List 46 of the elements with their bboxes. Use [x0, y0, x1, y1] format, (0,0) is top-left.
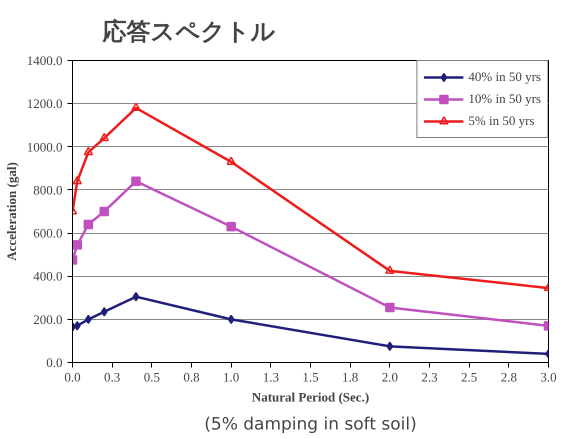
point: [84, 146, 94, 156]
point: [228, 314, 235, 324]
x-tick-label: 2.0: [382, 370, 398, 384]
point: [226, 222, 236, 232]
point: [385, 302, 395, 312]
point: [131, 102, 141, 112]
x-tick-label: 2.5: [461, 370, 478, 384]
y-tick-label: 1200.0: [26, 96, 62, 112]
point: [84, 220, 94, 230]
point: [99, 206, 109, 216]
x-tick-label: 0.8: [183, 370, 200, 384]
y-tick-label: 200.0: [33, 312, 62, 327]
chart-title: 応答スペクトル: [102, 18, 276, 46]
point: [74, 321, 81, 331]
x-tick-label: 1.5: [302, 370, 319, 384]
x-tick-label: 0.3: [104, 370, 120, 384]
point: [100, 307, 108, 317]
x-axis-title: Natural Period (Sec.): [252, 390, 370, 404]
x-tick-label: 1.8: [342, 370, 358, 384]
x-tick-label: 1.3: [262, 370, 279, 384]
point: [131, 176, 141, 186]
x-tick-label: 1.0: [223, 370, 240, 384]
x-tick-label: 0.5: [144, 370, 160, 384]
y-axis-title: Acceleration (gal): [4, 162, 19, 261]
y-tick-label: 400.0: [33, 268, 62, 284]
point: [84, 314, 92, 324]
point: [385, 265, 395, 274]
x-tick-label: 2.3: [421, 370, 438, 384]
legend-label: 5% in 50 yrs: [468, 113, 534, 129]
x-tick-label: 2.8: [500, 370, 517, 384]
point: [386, 342, 394, 352]
y-tick-label: 800.0: [33, 182, 62, 198]
y-tick-label: 1400.0: [26, 53, 62, 68]
y-tick-label: 600.0: [33, 226, 62, 241]
legend-label: 40% in 50 yrs: [468, 69, 541, 85]
y-tick-label: 0.0: [46, 355, 62, 370]
x-tick-label: 0.0: [64, 370, 81, 384]
text: (5% damping in soft soil): [204, 414, 417, 434]
point: [72, 176, 82, 184]
point: [99, 132, 109, 142]
y-tick-label: 1000.0: [26, 139, 62, 154]
legend-label: 10% in 50 yrs: [468, 91, 541, 107]
x-tick-label: 3.0: [540, 370, 557, 384]
point: [226, 156, 236, 165]
point: [132, 292, 140, 302]
point: [72, 240, 82, 250]
